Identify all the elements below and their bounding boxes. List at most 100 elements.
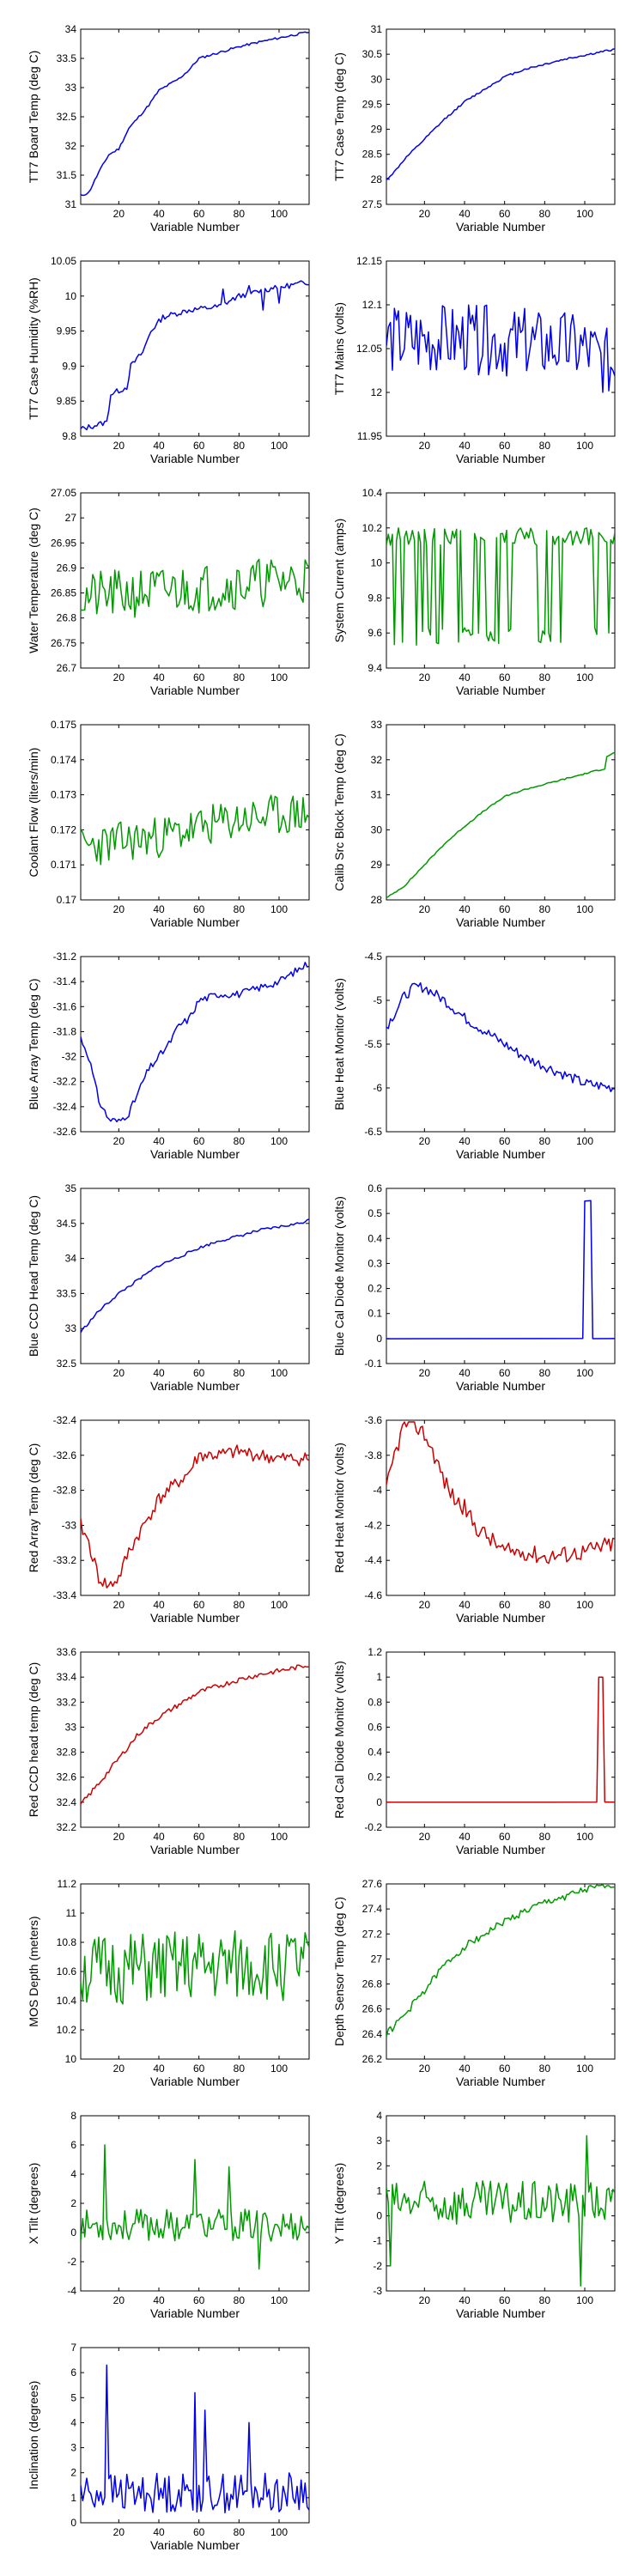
series-line (81, 962, 309, 1123)
x-axis-label: Variable Number (150, 2538, 240, 2552)
y-tick-label: -32.6 (53, 1449, 77, 1461)
y-tick-label: 10.6 (57, 1965, 77, 1978)
y-axis-label: Y Tilt (degrees) (332, 2163, 346, 2245)
y-tick-label: 0.172 (51, 823, 76, 835)
y-axis-label: TT7 Board Temp (deg C) (27, 51, 40, 184)
y-tick-label: -6.5 (364, 1126, 382, 1138)
y-tick-label: 0.174 (51, 754, 76, 766)
x-tick-label: 60 (193, 440, 205, 452)
x-tick-label: 40 (153, 440, 165, 452)
x-tick-label: 60 (499, 440, 511, 452)
x-axis-label: Variable Number (456, 2075, 545, 2088)
x-axis-label: Variable Number (456, 1379, 545, 1393)
series-line (81, 794, 309, 866)
x-tick-label: 60 (499, 1831, 511, 1843)
y-tick-label: 3 (70, 2442, 76, 2454)
x-tick-label: 100 (270, 1135, 288, 1147)
x-tick-label: 80 (539, 440, 551, 452)
y-tick-label: 2 (376, 2160, 382, 2172)
y-tick-label: -32.8 (53, 1485, 77, 1497)
y-axis-label: X Tilt (degrees) (27, 2163, 40, 2245)
x-axis-label: Variable Number (150, 1611, 240, 1625)
y-tick-label: 27.4 (362, 1903, 383, 1915)
y-tick-label: 0.1 (368, 1308, 382, 1320)
y-tick-label: -3.6 (364, 1414, 382, 1426)
x-tick-label: 40 (153, 903, 165, 915)
x-tick-label: 60 (499, 2294, 511, 2306)
y-tick-label: 10 (65, 2053, 77, 2065)
y-tick-label: -4.4 (364, 1554, 382, 1566)
x-tick-label: 80 (234, 903, 246, 915)
x-tick-label: 80 (234, 208, 246, 220)
y-tick-label: 4 (70, 2168, 76, 2180)
x-tick-label: 60 (499, 2063, 511, 2075)
x-tick-label: 20 (419, 1599, 431, 1611)
x-tick-label: 100 (576, 2063, 593, 2075)
y-tick-label: 26.7 (57, 662, 77, 674)
x-tick-label: 20 (419, 2063, 431, 2075)
y-tick-label: 0.175 (51, 719, 76, 731)
y-axis-label: Blue Heat Monitor (volts) (332, 978, 346, 1110)
x-tick-label: 60 (499, 903, 511, 915)
series-line (386, 981, 615, 1093)
y-tick-label: 30.5 (362, 48, 383, 60)
x-tick-label: 20 (113, 208, 125, 220)
chart-inclination: 0 1 2 3 4 5 6 7 20 40 60 80 100 Variable Number Inclin… (27, 2342, 310, 2552)
x-tick-label: 20 (113, 903, 125, 915)
series-line (81, 1218, 309, 1334)
y-tick-label: 10 (65, 290, 77, 302)
x-tick-label: 20 (113, 671, 125, 683)
y-tick-label: 1 (70, 2492, 76, 2504)
y-tick-label: 1.2 (368, 1646, 382, 1658)
chart-mains: 11.95 12 12.05 12.1 12.15 20 40 60 80 100 Variable… (332, 255, 616, 465)
y-tick-label: 30 (371, 823, 383, 835)
x-tick-label: 80 (234, 1367, 246, 1379)
x-tick-label: 40 (459, 208, 471, 220)
y-tick-label: 27.5 (362, 198, 383, 210)
y-tick-label: 26.4 (362, 2028, 383, 2040)
y-tick-label: 1 (376, 2184, 382, 2196)
series-line (386, 527, 615, 646)
y-tick-label: 0 (70, 2517, 76, 2529)
y-tick-label: 34.5 (57, 1218, 77, 1230)
x-tick-label: 60 (499, 1135, 511, 1147)
series-line (81, 280, 309, 431)
plot-frame (80, 1188, 310, 1364)
y-axis-label: Coolant Flow (liters/min) (27, 748, 40, 878)
x-tick-label: 40 (459, 1831, 471, 1843)
x-tick-label: 80 (234, 2063, 246, 2075)
x-tick-label: 80 (234, 440, 246, 452)
y-tick-label: 9.85 (57, 395, 77, 407)
x-tick-label: 100 (576, 440, 593, 452)
x-axis-label: Variable Number (150, 1379, 240, 1393)
y-tick-label: 30 (371, 73, 383, 85)
y-tick-label: 33.5 (57, 52, 77, 64)
y-tick-label: 7 (70, 2342, 76, 2354)
y-tick-label: 26.85 (51, 587, 76, 599)
x-tick-label: 20 (419, 1831, 431, 1843)
y-tick-label: 2 (70, 2467, 76, 2479)
x-tick-label: 80 (234, 671, 246, 683)
y-tick-label: 0.17 (57, 894, 77, 906)
x-tick-label: 100 (270, 1831, 288, 1843)
y-axis-label: Inclination (degrees) (27, 2381, 40, 2490)
x-tick-label: 20 (113, 1367, 125, 1379)
y-tick-label: 0.5 (368, 1207, 382, 1219)
y-tick-label: -33 (62, 1519, 77, 1531)
plot-frame (80, 956, 310, 1133)
x-tick-label: 80 (539, 1831, 551, 1843)
y-tick-label: 9.4 (368, 662, 382, 674)
x-tick-label: 80 (539, 2294, 551, 2306)
x-tick-label: 40 (459, 1135, 471, 1147)
plot-frame (80, 1419, 310, 1596)
x-tick-label: 20 (419, 2294, 431, 2306)
y-tick-label: 12.15 (356, 255, 382, 267)
chart-case-humidity: 9.8 9.85 9.9 9.95 10 10.05 20 40 60 80 100 Variable… (27, 255, 310, 465)
y-tick-label: -4.5 (364, 951, 382, 963)
x-tick-label: 60 (193, 1599, 205, 1611)
y-tick-label: 27.2 (362, 1928, 383, 1940)
x-tick-label: 40 (153, 2294, 165, 2306)
chart-mos-depth: 10 10.2 10.4 10.6 10.8 11 11.2 20 40 60 80 100 Varia… (27, 1878, 310, 2088)
y-tick-label: 32.6 (57, 1771, 77, 1783)
